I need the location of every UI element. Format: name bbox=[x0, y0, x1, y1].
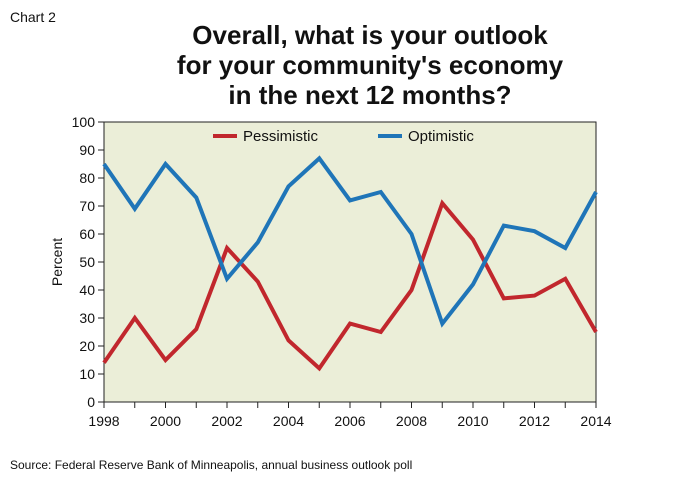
x-tick-label: 2000 bbox=[150, 413, 181, 429]
y-tick-label: 70 bbox=[79, 198, 95, 214]
chart-title-line-3: in the next 12 months? bbox=[228, 80, 512, 110]
x-tick-label: 2008 bbox=[396, 413, 427, 429]
y-tick-label: 0 bbox=[87, 394, 95, 410]
x-tick-label: 2010 bbox=[457, 413, 488, 429]
y-tick-label: 80 bbox=[79, 170, 95, 186]
x-tick-label: 2006 bbox=[334, 413, 365, 429]
x-tick-label: 1998 bbox=[88, 413, 119, 429]
chart-title-line-1: Overall, what is your outlook bbox=[192, 20, 548, 50]
x-tick-label: 2004 bbox=[273, 413, 304, 429]
y-tick-label: 100 bbox=[72, 114, 96, 130]
legend-label-optimistic: Optimistic bbox=[408, 128, 474, 145]
y-axis-label: Percent bbox=[49, 238, 65, 286]
legend-label-pessimistic: Pessimistic bbox=[243, 128, 319, 145]
series-line-pessimistic bbox=[102, 199, 598, 372]
y-tick-label: 20 bbox=[79, 338, 95, 354]
x-tick-label: 2002 bbox=[211, 413, 242, 429]
y-tick-label: 60 bbox=[79, 226, 95, 242]
y-tick-label: 30 bbox=[79, 310, 95, 326]
x-tick-label: 2014 bbox=[580, 413, 611, 429]
chart-title-line-2: for your community's economy bbox=[176, 50, 564, 80]
y-tick-label: 10 bbox=[79, 366, 95, 382]
y-tick-label: 90 bbox=[79, 142, 95, 158]
chart-number: Chart 2 bbox=[10, 9, 56, 25]
x-tick-label: 2012 bbox=[519, 413, 550, 429]
y-tick-label: 40 bbox=[79, 282, 95, 298]
y-tick-label: 50 bbox=[79, 254, 95, 270]
plot-area bbox=[103, 121, 597, 403]
series-line-optimistic bbox=[102, 155, 598, 328]
source-note: Source: Federal Reserve Bank of Minneapo… bbox=[10, 458, 413, 472]
